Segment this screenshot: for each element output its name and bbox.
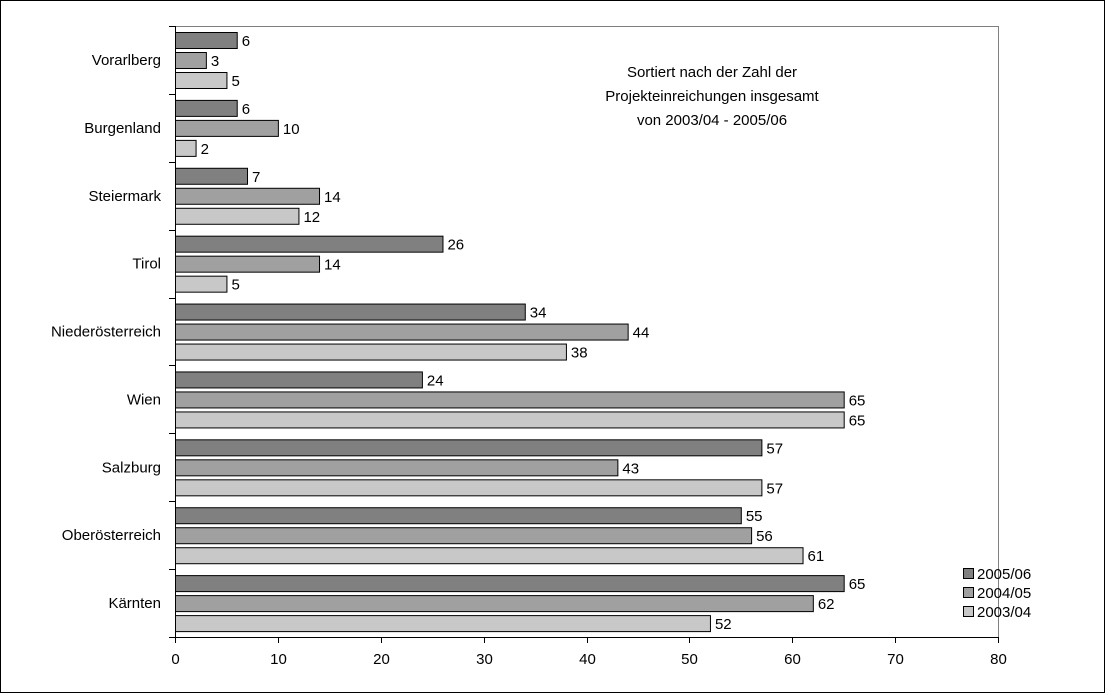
bar-burgenland-2003-04: [175, 139, 197, 157]
x-tick-label: 20: [373, 651, 390, 668]
x-tick-label: 70: [887, 651, 904, 668]
data-label: 24: [427, 372, 444, 389]
bar-kärnten-2003-04: [175, 615, 711, 633]
category-label: Burgenland: [84, 120, 161, 137]
bar-niederösterreich-2005-06: [175, 303, 526, 321]
x-tick-label: 10: [270, 651, 287, 668]
data-label: 44: [633, 325, 650, 342]
annotation-line-3: von 2003/04 - 2005/06: [637, 112, 787, 129]
data-label: 43: [622, 460, 639, 477]
data-label: 61: [808, 548, 825, 565]
x-tick-label: 40: [579, 651, 596, 668]
bar-oberösterreich-2004-05: [175, 527, 753, 545]
bar-tirol-2003-04: [175, 275, 228, 293]
category-label: Wien: [127, 391, 161, 408]
bar-oberösterreich-2005-06: [175, 507, 742, 525]
data-label: 65: [849, 412, 866, 429]
bar-wien-2003-04: [175, 411, 845, 429]
data-label: 52: [715, 616, 732, 633]
legend-label: 2003/04: [977, 604, 1031, 621]
legend-label: 2005/06: [977, 566, 1031, 583]
bar-salzburg-2004-05: [175, 459, 619, 477]
bar-steiermark-2004-05: [175, 187, 321, 205]
data-label: 14: [324, 257, 341, 274]
legend-swatch: [963, 587, 974, 598]
data-label: 34: [530, 305, 547, 322]
data-label: 62: [818, 596, 835, 613]
bar-tirol-2004-05: [175, 255, 321, 273]
data-labels-group: 6356102714122614534443824656557435755566…: [201, 33, 866, 633]
bar-niederösterreich-2004-05: [175, 323, 629, 341]
x-tick-label: 30: [476, 651, 493, 668]
category-label: Oberösterreich: [62, 527, 161, 544]
legend-swatch: [963, 606, 974, 617]
data-label: 56: [756, 528, 773, 545]
x-axis: 0 10 20 30 40 50 60 70 80: [169, 26, 1007, 668]
data-label: 14: [324, 189, 341, 206]
bar-burgenland-2004-05: [175, 119, 279, 137]
x-tick-label: 50: [681, 651, 698, 668]
data-label: 26: [447, 237, 464, 254]
bar-kärnten-2004-05: [175, 595, 814, 613]
bar-steiermark-2005-06: [175, 167, 249, 185]
bar-salzburg-2003-04: [175, 479, 763, 497]
bar-vorarlberg-2005-06: [175, 32, 238, 49]
bar-burgenland-2005-06: [175, 99, 238, 117]
bar-kärnten-2005-06: [175, 575, 845, 593]
legend-label: 2004/05: [977, 585, 1031, 602]
bars-group: [175, 32, 845, 633]
legend-swatch: [963, 568, 974, 579]
data-label: 65: [849, 576, 866, 593]
data-label: 10: [283, 121, 300, 138]
data-label: 7: [252, 169, 260, 186]
data-label: 65: [849, 392, 866, 409]
data-label: 3: [211, 53, 219, 70]
data-label: 6: [242, 33, 250, 50]
category-label: Steiermark: [88, 188, 161, 205]
bar-steiermark-2003-04: [175, 207, 300, 225]
category-label: Niederösterreich: [51, 324, 161, 341]
bar-vorarlberg-2004-05: [175, 52, 207, 69]
bar-niederösterreich-2003-04: [175, 343, 567, 361]
x-tick-label: 0: [171, 651, 179, 668]
category-label: Vorarlberg: [92, 52, 161, 69]
data-label: 2: [201, 141, 209, 158]
bar-salzburg-2005-06: [175, 439, 763, 457]
x-tick-label: 80: [990, 651, 1007, 668]
data-label: 5: [231, 73, 239, 90]
data-label: 12: [303, 209, 320, 226]
data-label: 5: [231, 277, 239, 294]
data-label: 57: [766, 480, 783, 497]
data-label: 55: [746, 508, 763, 525]
data-label: 57: [766, 440, 783, 457]
annotation-line-1: Sortiert nach der Zahl der: [627, 64, 797, 81]
category-label: Salzburg: [102, 459, 161, 476]
bar-oberösterreich-2003-04: [175, 547, 804, 565]
x-tick-label: 60: [784, 651, 801, 668]
bar-wien-2004-05: [175, 391, 845, 409]
bar-vorarlberg-2003-04: [175, 72, 228, 89]
annotation-line-2: Projekteinreichungen insgesamt: [605, 88, 819, 105]
category-label: Tirol: [132, 256, 161, 273]
data-label: 6: [242, 101, 250, 118]
bar-tirol-2005-06: [175, 235, 444, 253]
annotation: Sortiert nach der Zahl der Projekteinrei…: [605, 64, 819, 129]
bar-wien-2005-06: [175, 371, 423, 389]
category-label: Kärnten: [108, 595, 161, 612]
data-label: 38: [571, 345, 588, 362]
category-labels-group: Vorarlberg Burgenland Steiermark Tirol Niede…: [51, 52, 162, 612]
legend: 2005/06 2004/05 2003/04: [963, 566, 1031, 621]
